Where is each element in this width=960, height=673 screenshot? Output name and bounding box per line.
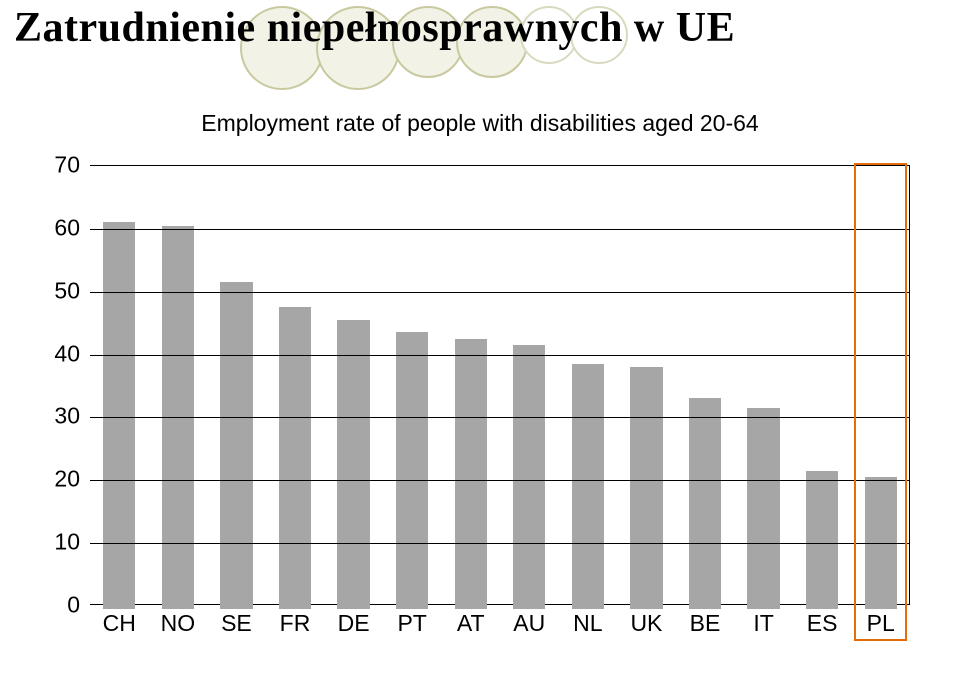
x-tick-label: IT xyxy=(753,610,773,637)
y-tick-label: 40 xyxy=(30,340,80,367)
bars-container xyxy=(90,166,909,604)
bar-de xyxy=(337,320,369,609)
y-tick-label: 50 xyxy=(30,277,80,304)
bar-ch xyxy=(103,222,135,609)
page-title: Zatrudnienie niepełnosprawnych w UE xyxy=(14,4,735,52)
gridline xyxy=(90,229,909,230)
bar-nl xyxy=(572,364,604,609)
bar-fr xyxy=(279,307,311,609)
y-tick-label: 20 xyxy=(30,466,80,493)
bar-es xyxy=(806,471,838,609)
bar-au xyxy=(513,345,545,609)
gridline xyxy=(90,480,909,481)
bar-at xyxy=(455,339,487,609)
x-tick-label: NO xyxy=(161,610,196,637)
y-tick-label: 0 xyxy=(30,592,80,619)
bar-se xyxy=(220,282,252,609)
bar-chart: 010203040506070CHNOSEFRDEPTATAUNLUKBEITE… xyxy=(30,165,930,655)
chart-subtitle: Employment rate of people with disabilit… xyxy=(0,110,960,137)
x-tick-label: UK xyxy=(630,610,662,637)
x-tick-label: CH xyxy=(103,610,136,637)
gridline xyxy=(90,292,909,293)
x-tick-label: NL xyxy=(573,610,602,637)
bar-uk xyxy=(630,367,662,609)
gridline xyxy=(90,543,909,544)
highlight-box xyxy=(854,163,907,641)
bar-it xyxy=(747,408,779,609)
plot-area xyxy=(90,165,910,605)
x-tick-label: DE xyxy=(338,610,370,637)
y-tick-label: 60 xyxy=(30,214,80,241)
gridline xyxy=(90,355,909,356)
x-tick-label: FR xyxy=(280,610,311,637)
x-tick-label: BE xyxy=(690,610,721,637)
x-tick-label: PT xyxy=(397,610,426,637)
y-tick-label: 30 xyxy=(30,403,80,430)
x-tick-label: AT xyxy=(457,610,485,637)
y-tick-label: 10 xyxy=(30,529,80,556)
y-tick-label: 70 xyxy=(30,152,80,179)
x-tick-label: ES xyxy=(807,610,838,637)
x-tick-label: AU xyxy=(513,610,545,637)
bar-be xyxy=(689,398,721,609)
x-tick-label: SE xyxy=(221,610,252,637)
bar-pt xyxy=(396,332,428,609)
gridline xyxy=(90,417,909,418)
